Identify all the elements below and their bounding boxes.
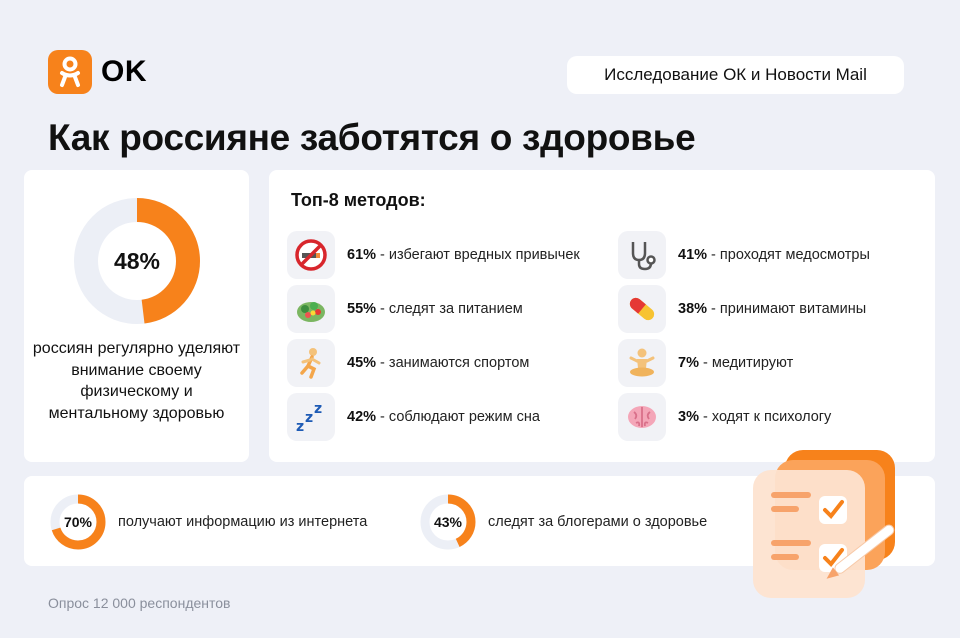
method-percent: 3%	[678, 409, 699, 425]
main-stat-value: 48%	[113, 247, 161, 274]
no-smoking-icon	[287, 231, 335, 279]
pill-icon	[618, 285, 666, 333]
method-item: 45% - занимаются спортом	[287, 339, 529, 387]
svg-text:z: z	[296, 419, 304, 434]
internet-stat-donut	[50, 494, 106, 550]
internet-stat-value: 70%	[63, 514, 93, 530]
main-stat-donut-arc	[74, 198, 200, 324]
checklist-illustration	[753, 450, 895, 598]
footnote: Опрос 12 000 респондентов	[48, 595, 231, 611]
internet-stat-text: получают информацию из интернета	[118, 514, 368, 530]
method-item: 61% - избегают вредных привычек	[287, 231, 580, 279]
method-item: 3% - ходят к психологу	[618, 393, 831, 441]
method-percent: 38%	[678, 301, 708, 317]
method-item: 38% - принимают витамины	[618, 285, 866, 333]
svg-text:z: z	[314, 401, 322, 417]
method-percent: 45%	[347, 355, 377, 371]
ok-logo-icon	[48, 50, 92, 94]
ok-logo: OK	[48, 50, 147, 94]
method-percent: 41%	[678, 247, 708, 263]
bloggers-stat-text: следят за блогерами о здоровье	[488, 514, 708, 530]
method-label: - избегают вредных привычек	[376, 247, 580, 263]
method-item: 55% - следят за питанием	[287, 285, 523, 333]
bloggers-stat-donut	[420, 494, 476, 550]
runner-icon	[287, 339, 335, 387]
salad-icon	[287, 285, 335, 333]
meditation-icon	[618, 339, 666, 387]
method-label: - проходят медосмотры	[707, 247, 870, 263]
main-stat-donut	[74, 198, 200, 324]
method-percent: 7%	[678, 355, 699, 371]
method-percent: 61%	[347, 247, 377, 263]
svg-text:z: z	[305, 410, 313, 426]
source-badge: Исследование ОК и Новости Mail	[567, 56, 904, 94]
method-label: - принимают витамины	[707, 301, 867, 317]
method-label: - следят за питанием	[376, 301, 523, 317]
method-label: - соблюдают режим сна	[376, 409, 540, 425]
methods-title: Топ-8 методов:	[291, 190, 426, 210]
method-item: 41% - проходят медосмотры	[618, 231, 870, 279]
method-label: - медитируют	[698, 355, 794, 371]
main-stat-caption: россиян регулярно уделяют внимание своем…	[32, 340, 241, 422]
method-item: 7% - медитируют	[618, 339, 793, 387]
stethoscope-icon	[618, 231, 666, 279]
internet-stat-donut-arc	[50, 494, 106, 550]
methods-card: Топ-8 методов: 61% - избегают вредных пр…	[269, 170, 935, 462]
brain-icon	[618, 393, 666, 441]
bloggers-stat-donut-arc	[420, 494, 476, 550]
main-stat-card: 48% россиян регулярно уделяют внимание с…	[24, 170, 249, 462]
logo-text: OK	[101, 55, 147, 88]
method-label: - ходят к психологу	[698, 409, 832, 425]
method-percent: 42%	[347, 409, 377, 425]
method-percent: 55%	[347, 301, 377, 317]
method-label: - занимаются спортом	[376, 355, 530, 371]
page-title: Как россияне заботятся о здоровье	[48, 117, 696, 158]
bloggers-stat-value: 43%	[433, 514, 463, 530]
